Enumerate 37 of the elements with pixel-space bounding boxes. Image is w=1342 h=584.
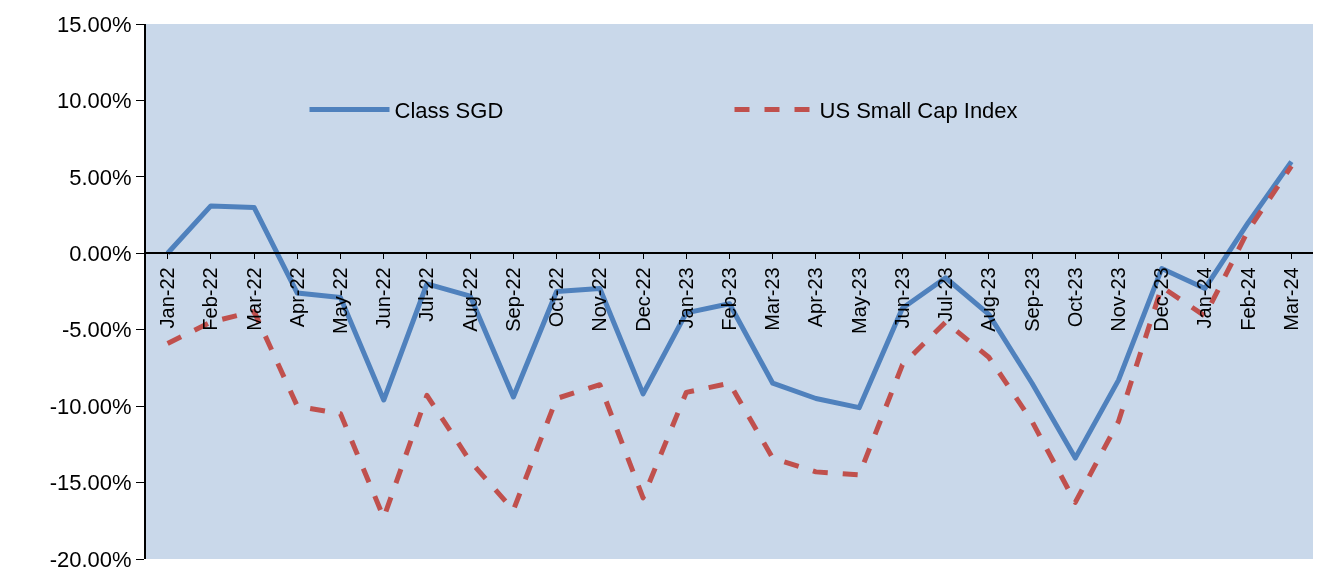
y-tick-label: 10.00% bbox=[56, 88, 132, 114]
x-tick-label: Mar-24 bbox=[1279, 267, 1302, 331]
x-tick-label: Nov-23 bbox=[1107, 267, 1129, 332]
x-tick-label: Sep-23 bbox=[1020, 267, 1043, 332]
y-tick-label: 0.00% bbox=[69, 240, 132, 266]
y-tick-label: -20.00% bbox=[49, 546, 132, 572]
x-tick-label: Mar-23 bbox=[761, 267, 784, 331]
legend-label: Class SGD bbox=[394, 97, 504, 123]
x-tick-label: Feb-24 bbox=[1236, 267, 1259, 331]
legend-label: US Small Cap Index bbox=[819, 97, 1018, 123]
x-tick-label: Oct-22 bbox=[545, 267, 568, 328]
x-tick-label: May-22 bbox=[329, 267, 351, 334]
x-tick-label: Apr-23 bbox=[804, 267, 827, 328]
x-tick-label: Nov-22 bbox=[588, 267, 611, 332]
x-tick-label: Jul-22 bbox=[415, 267, 438, 322]
x-tick-label: Mar-22 bbox=[242, 267, 265, 331]
x-tick-label: Aug-23 bbox=[977, 267, 1000, 332]
x-tick-label: Jun-23 bbox=[890, 267, 913, 329]
x-tick-label: Dec-23 bbox=[1150, 267, 1173, 332]
x-tick-label: Feb-23 bbox=[718, 267, 740, 331]
x-tick-label: Jan-24 bbox=[1193, 267, 1216, 329]
x-tick-label: May-23 bbox=[847, 267, 870, 334]
x-tick-label: Jan-23 bbox=[674, 267, 697, 329]
x-tick-label: Aug-22 bbox=[458, 267, 481, 332]
x-tick-label: Oct-23 bbox=[1063, 267, 1086, 328]
y-tick-label: -10.00% bbox=[49, 393, 132, 419]
x-tick-label: Jun-22 bbox=[372, 267, 395, 329]
x-tick-label: Jan-22 bbox=[156, 267, 179, 329]
x-tick-label: Jul-23 bbox=[934, 267, 957, 322]
y-tick-label: 15.00% bbox=[56, 11, 132, 37]
y-tick-label: 5.00% bbox=[69, 164, 132, 190]
x-tick-label: Sep-22 bbox=[501, 267, 524, 332]
x-tick-label: Feb-22 bbox=[199, 267, 222, 331]
y-tick-label: -5.00% bbox=[61, 317, 132, 343]
y-tick-label: -15.00% bbox=[49, 470, 132, 496]
x-tick-label: Dec-22 bbox=[631, 267, 654, 332]
x-tick-label: Apr-22 bbox=[285, 267, 308, 328]
